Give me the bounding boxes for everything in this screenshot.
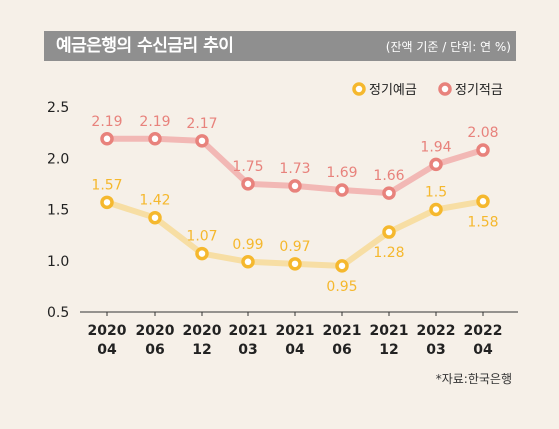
savings-legend-label: 정기적금 <box>455 83 503 98</box>
deposit-data-label: 1.07 <box>186 229 217 245</box>
y-tick-label: 2.5 <box>47 100 69 116</box>
savings-data-point <box>429 157 443 172</box>
x-tick-label-month: 04 <box>285 342 305 358</box>
deposit-data-point <box>382 225 396 239</box>
point-layer <box>100 132 490 273</box>
savings-data-label: 1.73 <box>279 161 310 177</box>
x-tick-label-year: 2022 <box>464 323 503 339</box>
deposit-data-point <box>429 202 443 217</box>
savings-data-point <box>148 132 162 146</box>
deposit-data-label: 1.28 <box>373 245 404 261</box>
deposit-data-point <box>148 210 162 225</box>
deposit-legend-label: 정기예금 <box>369 83 417 98</box>
savings-data-point <box>100 132 114 146</box>
savings-data-label: 2.17 <box>186 116 217 132</box>
deposit-data-label: 1.58 <box>467 214 498 230</box>
x-tick-label-month: 03 <box>238 342 257 358</box>
x-tick-label-year: 2020 <box>88 323 127 339</box>
y-tick-label: 1.5 <box>47 203 69 219</box>
x-tick-label-month: 12 <box>192 342 211 358</box>
deposit-legend-marker <box>352 82 366 96</box>
y-tick-label: 1.0 <box>47 254 69 270</box>
deposit-data-point <box>335 259 349 273</box>
savings-data-point <box>335 183 349 197</box>
savings-data-label: 1.75 <box>232 159 263 175</box>
deposit-data-label: 0.97 <box>279 239 310 255</box>
deposit-data-label: 1.57 <box>91 177 122 193</box>
deposit-series-line <box>104 198 486 269</box>
deposit-data-point <box>100 195 114 210</box>
unit-label: (잔액 기준 / 단위: 연 %) <box>385 40 511 54</box>
deposit-data-label: 0.95 <box>326 279 357 295</box>
x-tick-label-year: 2021 <box>229 323 268 339</box>
deposit-data-point <box>241 255 255 269</box>
savings-data-label: 1.66 <box>373 168 404 184</box>
deposit-data-point <box>288 257 302 271</box>
x-tick-label-month: 06 <box>332 342 351 358</box>
savings-data-label: 1.69 <box>326 165 357 181</box>
x-tick-label-year: 2020 <box>136 323 175 339</box>
x-tick-label-month: 04 <box>473 342 493 358</box>
savings-data-point <box>288 179 302 193</box>
deposit-data-point <box>195 246 209 261</box>
savings-data-label: 2.19 <box>91 114 122 130</box>
x-tick-label-month: 06 <box>145 342 164 358</box>
source-note: *자료:한국은행 <box>435 372 512 386</box>
savings-data-label: 2.08 <box>467 125 498 141</box>
deposit-data-label: 0.99 <box>232 237 263 253</box>
savings-data-point <box>241 177 255 191</box>
deposit-data-point <box>476 194 490 209</box>
x-tick-label-year: 2021 <box>370 323 409 339</box>
header-bar <box>44 31 516 61</box>
savings-data-point <box>476 143 490 157</box>
savings-data-label: 2.19 <box>139 114 170 130</box>
x-tick-label-year: 2021 <box>323 323 362 339</box>
axis-layer: 2.5 2.0 1.5 1.0 0.5 2020 04 2020 06 2020 12 2021 03 2… <box>47 100 518 358</box>
x-tick-label-year: 2022 <box>417 323 456 339</box>
x-tick-label-month: 03 <box>426 342 445 358</box>
savings-data-point <box>382 186 396 200</box>
x-tick-label-year: 2021 <box>276 323 315 339</box>
deposit-data-label: 1.5 <box>425 185 447 201</box>
savings-data-point <box>195 134 209 148</box>
savings-legend-marker <box>438 82 452 96</box>
label-layer: 1.57 1.42 1.07 0.99 0.97 0.95 1.28 1.5 1.58 2.19 2… <box>91 114 498 295</box>
x-tick-label-year: 2020 <box>183 323 222 339</box>
savings-data-label: 1.94 <box>420 139 451 155</box>
y-tick-label: 2.0 <box>47 151 69 167</box>
x-tick-label-month: 12 <box>379 342 398 358</box>
x-tick-label-month: 04 <box>97 342 117 358</box>
deposit-data-label: 1.42 <box>139 193 170 209</box>
chart-title: 예금은행의 수신금리 추이 <box>56 36 234 56</box>
y-tick-label: 0.5 <box>47 305 69 321</box>
legend: 정기예금 정기적금 <box>352 82 503 98</box>
